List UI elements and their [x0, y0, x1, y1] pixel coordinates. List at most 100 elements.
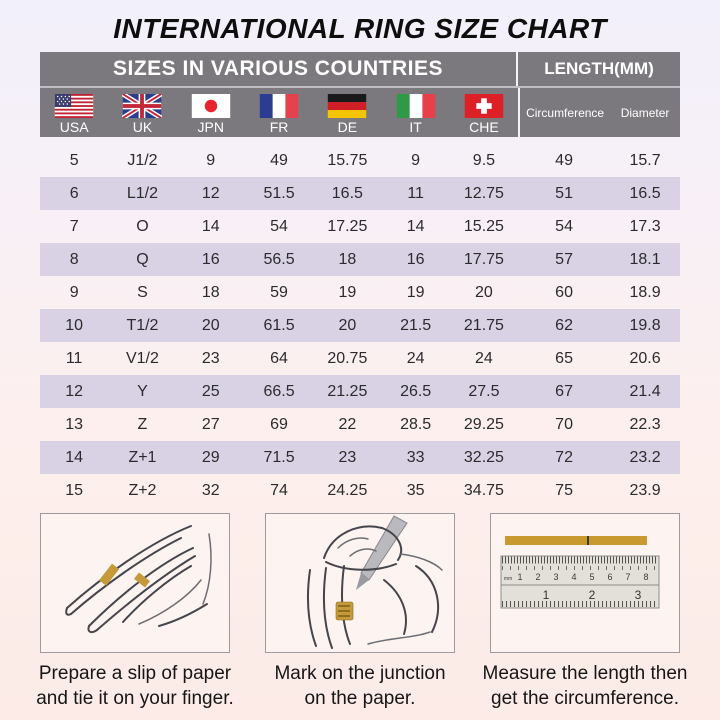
- ruler-number: 3: [553, 572, 558, 582]
- table-row: 11 V1/2 23 64 20.75 24 24 65 20.6: [40, 342, 680, 375]
- usa-flag-icon: [54, 93, 94, 118]
- ruler-number: 1: [517, 572, 522, 582]
- step-3-caption: Measure the length then get the circumfe…: [482, 663, 688, 710]
- ruler-measure-illustration: mm 1 2 3 4 5 6 7 8 1 2 3: [490, 513, 680, 653]
- table-cell: 20: [338, 316, 357, 334]
- table-cell: 14: [406, 217, 425, 235]
- table-cell: 32: [201, 481, 220, 499]
- table-row: 15 Z+2 32 74 24.25 35 34.75 75 23.9: [40, 474, 680, 507]
- table-cell: 22.3: [629, 415, 661, 433]
- table-cell: Y: [137, 382, 148, 400]
- column-header-jpn: JPN: [177, 88, 245, 137]
- ruler-number: 7: [625, 572, 630, 582]
- table-cell: V1/2: [125, 349, 159, 367]
- table-cell: L1/2: [126, 184, 159, 202]
- table-cell: 9: [206, 151, 216, 169]
- table-cell: 21.25: [327, 382, 368, 400]
- paper-strip: [99, 563, 120, 586]
- table-cell: 72: [555, 448, 573, 466]
- ruler-inch-number: 1: [543, 588, 550, 602]
- table-cell: 54: [555, 217, 573, 235]
- table-cell: 66.5: [263, 382, 295, 400]
- table-cell: 19: [338, 283, 357, 301]
- column-label: IT: [409, 118, 422, 135]
- length-group-header: LENGTH(MM): [544, 59, 654, 78]
- table-cell: 21.75: [463, 316, 504, 334]
- table-cell: 17.3: [629, 217, 661, 235]
- ruler-number: 4: [571, 572, 576, 582]
- table-cell: 35: [406, 481, 425, 499]
- table-cell: 24: [475, 349, 493, 367]
- paper-strip: [505, 536, 647, 545]
- table-cell: 9: [411, 151, 421, 169]
- table-cell: 56.5: [263, 250, 295, 268]
- table-cell: 24: [406, 349, 425, 367]
- table-cell: 26.5: [400, 382, 432, 400]
- table-cell: 70: [555, 415, 573, 433]
- table-cell: 71.5: [263, 448, 295, 466]
- countries-group-header: SIZES IN VARIOUS COUNTRIES: [40, 52, 518, 86]
- column-header-diameter: Diameter: [620, 105, 670, 120]
- table-cell: 20: [475, 283, 493, 301]
- ruler-number: 2: [535, 572, 540, 582]
- column-label: UK: [132, 118, 153, 135]
- ruler: [500, 555, 660, 609]
- table-group-header: SIZES IN VARIOUS COUNTRIES LENGTH(MM): [40, 52, 680, 88]
- ruler-inch-number: 3: [635, 588, 642, 602]
- table-cell: 60: [555, 283, 573, 301]
- table-cell: Z: [137, 415, 148, 433]
- ruler-number: 5: [589, 572, 594, 582]
- table-cell: 13: [65, 415, 84, 433]
- column-label: USA: [59, 118, 89, 135]
- table-cell: 62: [555, 316, 573, 334]
- table-cell: 54: [270, 217, 288, 235]
- table-cell: 20: [201, 316, 220, 334]
- table-cell: 21.5: [400, 316, 432, 334]
- table-cell: 18: [338, 250, 357, 268]
- ruler-number: 8: [643, 572, 648, 582]
- table-cell: 29: [201, 448, 220, 466]
- table-cell: 51: [555, 184, 573, 202]
- pen-tip: [356, 573, 369, 590]
- table-row: 9 S 18 59 19 19 20 60 18.9: [40, 276, 680, 309]
- column-header-che: CHE: [450, 88, 518, 137]
- table-cell: 18: [201, 283, 220, 301]
- table-cell: 27: [201, 415, 220, 433]
- switzerland-flag-icon: [464, 93, 504, 118]
- table-cell: 64: [270, 349, 288, 367]
- table-body: 5 J1/2 9 49 15.75 9 9.5 49 15.7 6 L1/2 12 51.5 16.5 11…: [40, 144, 680, 507]
- instruction-step-3: mm 1 2 3 4 5 6 7 8 1 2 3 Measure the: [483, 513, 687, 711]
- table-cell: 7: [69, 217, 79, 235]
- table-cell: 19.8: [629, 316, 661, 334]
- table-cell: 21.4: [629, 382, 661, 400]
- table-row: 8 Q 16 56.5 18 16 17.75 57 18.1: [40, 243, 680, 276]
- hand-with-paper-illustration: [40, 513, 230, 653]
- table-cell: 29.25: [463, 415, 504, 433]
- table-cell: 12.75: [463, 184, 504, 202]
- table-cell: 59: [270, 283, 288, 301]
- table-row: 7 O 14 54 17.25 14 15.25 54 17.3: [40, 210, 680, 243]
- table-cell: 16: [201, 250, 220, 268]
- table-cell: 6: [69, 184, 79, 202]
- column-header-circumference: Circumference: [526, 105, 605, 120]
- table-cell: 65: [555, 349, 573, 367]
- table-cell: 18.9: [629, 283, 661, 301]
- column-header-it: IT: [381, 88, 449, 137]
- table-cell: 23: [338, 448, 357, 466]
- table-cell: 17.25: [327, 217, 368, 235]
- marking-paper-illustration: [265, 513, 455, 653]
- table-cell: 20.6: [629, 349, 661, 367]
- table-cell: 69: [270, 415, 288, 433]
- table-row: 12 Y 25 66.5 21.25 26.5 27.5 67 21.4: [40, 375, 680, 408]
- ruler-inch-number: 2: [589, 588, 596, 602]
- table-cell: 49: [270, 151, 288, 169]
- table-cell: 19: [406, 283, 425, 301]
- table-cell: 12: [201, 184, 220, 202]
- table-cell: 14: [201, 217, 220, 235]
- table-cell: 17.75: [463, 250, 504, 268]
- page-title: INTERNATIONAL RING SIZE CHART: [113, 13, 607, 44]
- column-header-usa: USA: [40, 88, 108, 137]
- france-flag-icon: [259, 93, 299, 118]
- table-cell: 15: [65, 481, 84, 499]
